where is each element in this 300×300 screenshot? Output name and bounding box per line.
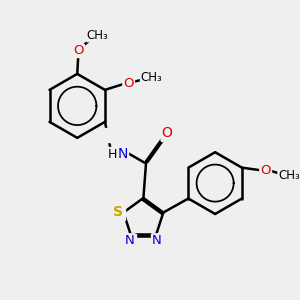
Polygon shape (73, 44, 84, 57)
Text: O: O (161, 127, 172, 140)
Polygon shape (109, 147, 128, 162)
Text: CH₃: CH₃ (140, 71, 162, 84)
Polygon shape (123, 76, 134, 90)
Polygon shape (151, 234, 162, 247)
Polygon shape (124, 234, 136, 247)
Polygon shape (160, 128, 172, 141)
Text: O: O (73, 44, 84, 57)
Polygon shape (103, 128, 121, 142)
Text: H: H (107, 148, 117, 161)
Text: S: S (113, 206, 123, 220)
Text: O: O (260, 164, 270, 177)
Polygon shape (111, 205, 124, 220)
Text: N: N (118, 147, 128, 161)
Text: CH₃: CH₃ (278, 169, 300, 182)
Text: O: O (123, 77, 134, 90)
Text: N: N (125, 234, 135, 247)
Text: N: N (152, 234, 162, 247)
Text: CH₃: CH₃ (87, 29, 109, 42)
Polygon shape (260, 164, 271, 177)
